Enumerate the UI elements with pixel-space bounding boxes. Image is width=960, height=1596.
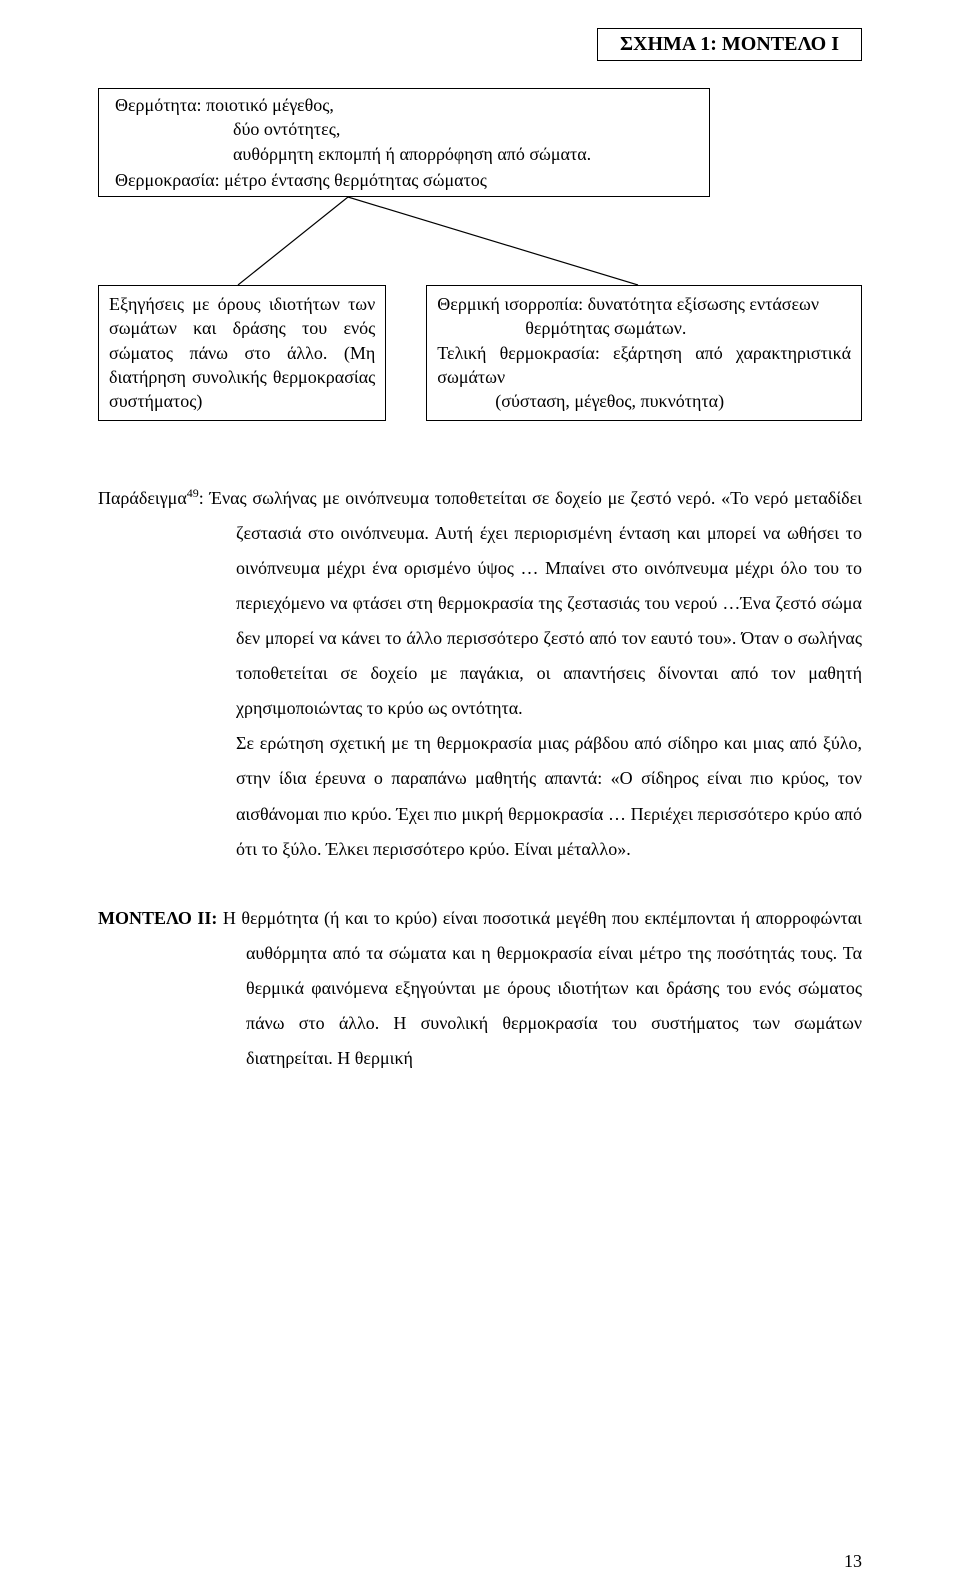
connector-left <box>238 197 348 285</box>
footnote-ref: 49 <box>187 486 199 500</box>
connector-lines <box>98 197 862 285</box>
box-left-text: Εξηγήσεις με όρους ιδιοτήτων των σωμάτων… <box>109 294 375 411</box>
box-right-line-2: Τελική θερμοκρασία: εξάρτηση από χαρακτη… <box>437 341 851 390</box>
def-line-2: δύο οντότητες, <box>115 117 685 141</box>
figure-title: ΣΧΗΜΑ 1: ΜΟΝΤΕΛΟ I <box>620 33 839 55</box>
example-label: Παράδειγμα <box>98 488 187 508</box>
box-right-line-1b: θερμότητας σωμάτων. <box>437 316 851 340</box>
model2-paragraph: ΜΟΝΤΕΛΟ II: Η θερμότητα (ή και το κρύο) … <box>98 901 862 1076</box>
model2-label: ΜΟΝΤΕΛΟ II: <box>98 908 217 928</box>
box-right-line-1: Θερμική ισορροπία: δυνατότητα εξίσωσης ε… <box>437 292 851 316</box>
def-line-3: αυθόρμητη εκπομπή ή απορρόφηση από σώματ… <box>115 142 685 166</box>
connector-right <box>348 197 638 285</box>
box-right-line-3: (σύσταση, μέγεθος, πυκνότητα) <box>437 389 851 413</box>
def-line-1: Θερμότητα: ποιοτικό μέγεθος, <box>115 93 685 117</box>
definition-box: Θερμότητα: ποιοτικό μέγεθος, δύο οντότητ… <box>98 88 710 197</box>
def-line-4: Θερμοκρασία: μέτρο έντασης θερμότητας σώ… <box>115 168 685 192</box>
example-body: Ένας σωλήνας με οινόπνευμα τοποθετείται … <box>210 488 863 719</box>
box-row: Εξηγήσεις με όρους ιδιοτήτων των σωμάτων… <box>98 285 862 420</box>
model2-block: ΜΟΝΤΕΛΟ II: Η θερμότητα (ή και το κρύο) … <box>98 901 862 1076</box>
colon: : <box>199 488 204 508</box>
document-page: ΣΧΗΜΑ 1: ΜΟΝΤΕΛΟ I Θερμότητα: ποιοτικό μ… <box>0 0 960 1596</box>
example-paragraph: Παράδειγμα49: Ένας σωλήνας με οινόπνευμα… <box>98 481 862 867</box>
explanation-box-left: Εξηγήσεις με όρους ιδιοτήτων των σωμάτων… <box>98 285 386 420</box>
explanation-box-right: Θερμική ισορροπία: δυνατότητα εξίσωσης ε… <box>426 285 862 420</box>
model2-body: Η θερμότητα (ή και το κρύο) είναι ποσοτι… <box>223 908 862 1068</box>
example-continuation: Σε ερώτηση σχετική με τη θερμοκρασία μια… <box>98 726 862 866</box>
example-block: Παράδειγμα49: Ένας σωλήνας με οινόπνευμα… <box>98 481 862 727</box>
figure-title-box: ΣΧΗΜΑ 1: ΜΟΝΤΕΛΟ I <box>597 28 862 61</box>
page-number: 13 <box>844 1551 862 1572</box>
